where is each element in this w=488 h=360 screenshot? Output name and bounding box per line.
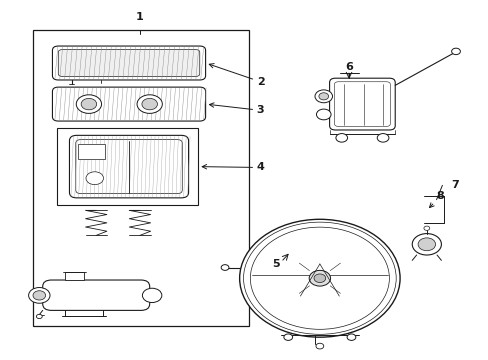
Text: 6: 6 bbox=[345, 63, 352, 72]
Text: 3: 3 bbox=[209, 103, 264, 115]
Bar bbox=[64, 272, 84, 280]
Circle shape bbox=[29, 288, 50, 303]
Text: 2: 2 bbox=[209, 64, 264, 87]
Circle shape bbox=[314, 90, 332, 103]
Circle shape bbox=[308, 270, 330, 286]
Circle shape bbox=[423, 226, 429, 230]
Circle shape bbox=[239, 219, 399, 337]
Circle shape bbox=[33, 291, 45, 300]
Circle shape bbox=[417, 238, 435, 251]
Circle shape bbox=[335, 134, 347, 142]
Circle shape bbox=[315, 343, 323, 349]
Text: 7: 7 bbox=[450, 180, 458, 190]
FancyBboxPatch shape bbox=[52, 46, 205, 80]
Circle shape bbox=[76, 95, 102, 113]
Circle shape bbox=[86, 172, 103, 185]
Circle shape bbox=[81, 98, 97, 110]
Text: 1: 1 bbox=[136, 13, 143, 22]
Bar bbox=[78, 144, 105, 158]
Circle shape bbox=[284, 334, 292, 341]
Circle shape bbox=[137, 95, 162, 113]
Circle shape bbox=[451, 48, 459, 55]
Circle shape bbox=[221, 265, 228, 270]
Text: 5: 5 bbox=[272, 259, 279, 269]
FancyBboxPatch shape bbox=[58, 50, 200, 76]
Circle shape bbox=[346, 334, 355, 341]
Text: 8: 8 bbox=[428, 191, 444, 208]
Circle shape bbox=[142, 98, 157, 110]
Circle shape bbox=[142, 288, 162, 302]
Circle shape bbox=[316, 109, 330, 120]
Circle shape bbox=[318, 93, 328, 100]
Bar bbox=[57, 128, 198, 205]
Circle shape bbox=[411, 234, 441, 255]
Bar bbox=[33, 30, 249, 327]
Circle shape bbox=[313, 274, 325, 283]
FancyBboxPatch shape bbox=[69, 135, 188, 198]
Text: 4: 4 bbox=[202, 162, 264, 172]
Circle shape bbox=[376, 134, 388, 142]
FancyBboxPatch shape bbox=[42, 280, 149, 310]
Circle shape bbox=[36, 314, 42, 319]
FancyBboxPatch shape bbox=[52, 87, 205, 121]
FancyBboxPatch shape bbox=[329, 78, 394, 130]
